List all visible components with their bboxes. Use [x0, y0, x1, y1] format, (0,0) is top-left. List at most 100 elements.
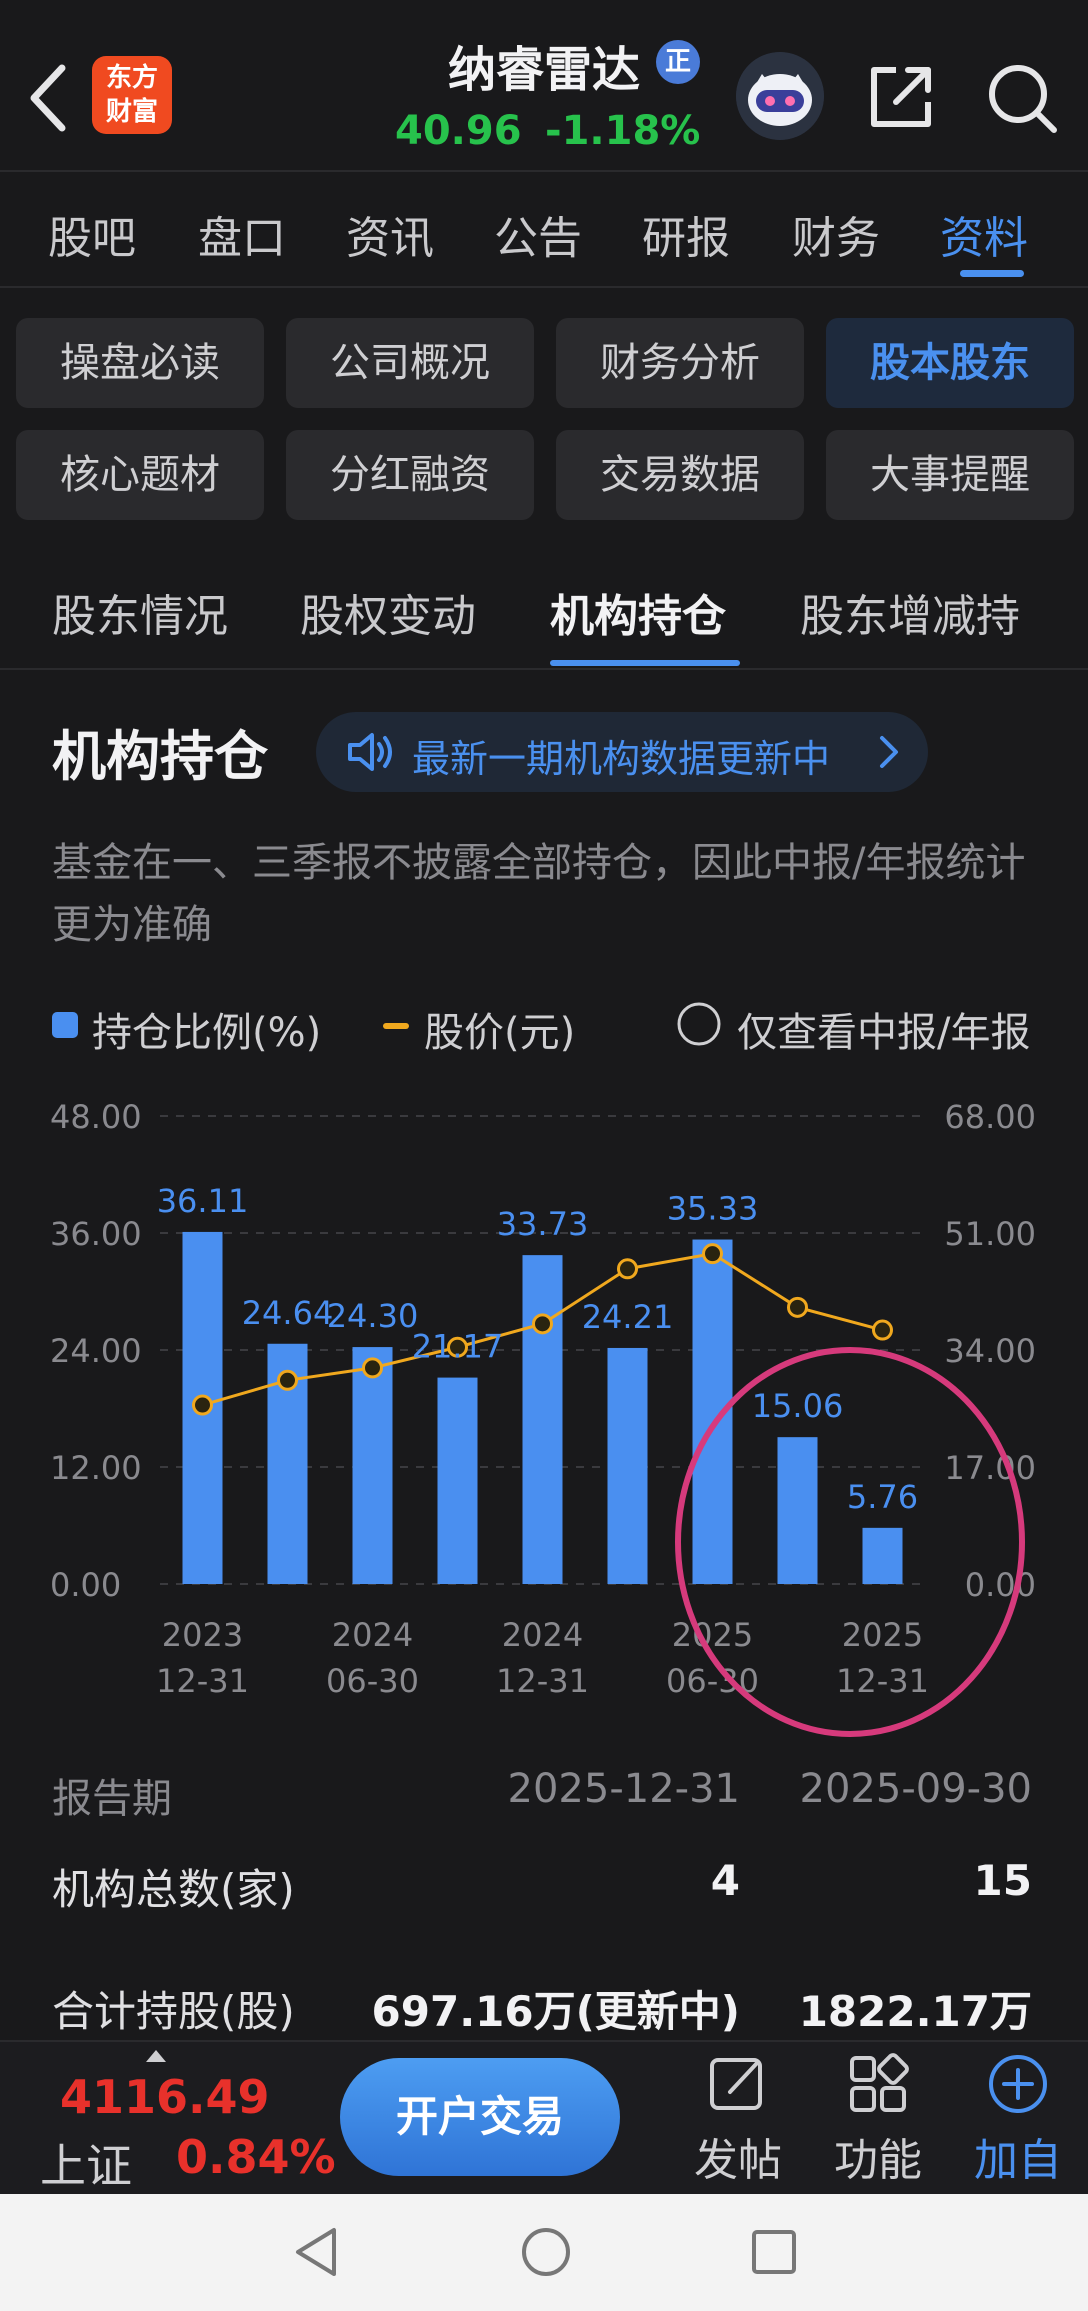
up-arrow-icon — [146, 2050, 166, 2062]
price-point — [362, 1357, 383, 1379]
search-icon[interactable] — [984, 60, 1060, 136]
grid-button-dividends[interactable]: 分红融资 — [286, 430, 534, 520]
update-banner[interactable]: 最新一期机构数据更新中 — [316, 712, 928, 792]
bar — [862, 1527, 903, 1584]
x-tick-label: 06-30 — [326, 1662, 419, 1700]
bar-value-label: 33.73 — [497, 1205, 589, 1243]
system-nav-bar — [0, 2194, 1088, 2311]
left-axis-tick-label: 24.00 — [50, 1332, 142, 1370]
tab-news[interactable]: 资讯 — [346, 213, 434, 264]
add-watchlist-button[interactable]: 加自 — [958, 2052, 1078, 2188]
bar-value-label: 15.06 — [752, 1387, 844, 1425]
price-point — [447, 1336, 468, 1358]
table-header-col1: 2025-12-31 — [507, 1766, 740, 1812]
grid-button-shareholders[interactable]: 股本股东 — [826, 318, 1074, 408]
table-cell: 4 — [710, 1856, 740, 1905]
annotation-circle — [675, 1347, 1025, 1737]
tab-research[interactable]: 研报 — [642, 213, 730, 264]
grid-button-core-themes[interactable]: 核心题材 — [16, 430, 264, 520]
functions-button[interactable]: 功能 — [818, 2052, 938, 2188]
table-cell: 15 — [973, 1856, 1032, 1905]
sub-tabs: 股东情况 股权变动 机构持仓 股东增减持 — [0, 540, 1088, 670]
left-axis-tick-label: 48.00 — [50, 1098, 142, 1136]
bar-value-label: 24.30 — [327, 1297, 419, 1335]
add-watchlist-label: 加自 — [974, 2135, 1062, 2186]
tab-profile[interactable]: 资料 — [940, 213, 1028, 264]
bar-value-label: 5.76 — [847, 1478, 918, 1516]
legend-bar-label: 持仓比例(%) — [92, 1010, 322, 1056]
price-point — [787, 1296, 808, 1318]
subtab-shareholders[interactable]: 股东情况 — [52, 591, 228, 642]
nav-back-icon[interactable] — [292, 2224, 342, 2280]
right-axis-tick-label: 34.00 — [944, 1332, 1036, 1370]
index-value[interactable]: 4116.49 — [60, 2070, 270, 2124]
table-row-label: 合计持股(股) — [52, 1987, 295, 2036]
stock-price: 40.96 — [395, 108, 522, 154]
bar-value-label: 21.17 — [412, 1328, 504, 1366]
post-button[interactable]: 发帖 — [678, 2052, 798, 2188]
bar — [352, 1347, 393, 1584]
x-tick-label: 12-31 — [836, 1662, 929, 1700]
price-point — [192, 1394, 213, 1416]
radio-icon[interactable] — [675, 1000, 723, 1048]
nav-recents-icon[interactable] — [748, 2226, 800, 2278]
tab-guba[interactable]: 股吧 — [48, 213, 136, 264]
logo-line1: 东方 — [105, 63, 158, 93]
edit-icon — [710, 2058, 762, 2110]
grid-button-trading-guide[interactable]: 操盘必读 — [16, 318, 264, 408]
toggle-interim-annual-label[interactable]: 仅查看中报/年报 — [737, 1010, 1031, 1056]
tab-finance[interactable]: 财务 — [792, 213, 880, 264]
bar — [777, 1437, 818, 1584]
holdings-chart: 0.00 12.00 24.00 36.00 48.00 0.00 17.00 34.00 51… — [50, 1098, 1036, 1737]
tab-pankou[interactable]: 盘口 — [198, 213, 286, 264]
grid-button-financial-analysis[interactable]: 财务分析 — [556, 318, 804, 408]
robot-avatar[interactable] — [736, 52, 824, 140]
left-axis-tick-label: 36.00 — [50, 1215, 142, 1253]
x-tick-label: 2025 — [842, 1616, 923, 1654]
zheng-badge: 正 — [656, 40, 700, 84]
legend-bar-swatch — [52, 1012, 78, 1038]
nav-home-icon[interactable] — [518, 2224, 574, 2280]
share-icon[interactable] — [866, 60, 938, 132]
table-row-label: 机构总数(家) — [52, 1865, 295, 1914]
bar — [607, 1347, 648, 1584]
legend-line-swatch — [383, 1023, 409, 1029]
x-tick-label: 2023 — [162, 1616, 243, 1654]
table-cell: 1822.17万 — [798, 1987, 1032, 2036]
tab-announcements[interactable]: 公告 — [494, 213, 582, 264]
disclosure-note: 基金在一、三季报不披露全部持仓，因此中报/年报统计更为准确 — [52, 840, 1026, 948]
subtab-institutional-holdings[interactable]: 机构持仓 — [550, 591, 726, 642]
bar — [522, 1255, 563, 1584]
tab-indicator — [960, 270, 1024, 277]
left-axis-tick-label: 12.00 — [50, 1449, 142, 1487]
legend-line-label: 股价(元) — [424, 1010, 576, 1056]
open-account-trade-button[interactable]: 开户交易 — [340, 2058, 620, 2176]
logo-line2: 财富 — [105, 97, 158, 127]
section-title: 机构持仓 — [52, 725, 268, 788]
speaker-icon — [348, 733, 392, 771]
index-change[interactable]: 0.84% — [176, 2130, 336, 2184]
main-tabs: 股吧 盘口 资讯 公告 研报 财务 资料 — [0, 172, 1088, 288]
price-point — [617, 1258, 638, 1280]
grid-button-events[interactable]: 大事提醒 — [826, 430, 1074, 520]
chevron-right-icon — [880, 736, 898, 768]
grid-button-trading-data[interactable]: 交易数据 — [556, 430, 804, 520]
x-tick-label: 12-31 — [496, 1662, 589, 1700]
back-icon[interactable] — [24, 58, 74, 138]
right-axis-tick-label: 17.00 — [944, 1449, 1036, 1487]
right-axis-tick-label: 68.00 — [944, 1098, 1036, 1136]
bar-value-label: 35.33 — [667, 1190, 759, 1228]
subtab-equity-changes[interactable]: 股权变动 — [300, 591, 476, 642]
bar-value-label: 24.21 — [582, 1298, 674, 1336]
table-header-col2: 2025-09-30 — [799, 1766, 1032, 1812]
functions-label: 功能 — [834, 2135, 922, 2186]
subtab-holding-changes[interactable]: 股东增减持 — [800, 591, 1020, 642]
grid-button-company-overview[interactable]: 公司概况 — [286, 318, 534, 408]
index-name[interactable]: 上证 — [40, 2139, 132, 2193]
price-point — [872, 1319, 893, 1341]
left-axis-tick-label: 0.00 — [50, 1566, 121, 1604]
right-axis-tick-label: 51.00 — [944, 1215, 1036, 1253]
bar-value-label: 24.64 — [242, 1294, 334, 1332]
x-tick-label: 12-31 — [156, 1662, 249, 1700]
app-header: 东方 财富 纳睿雷达 正 40.96 -1.18% — [0, 0, 1088, 172]
